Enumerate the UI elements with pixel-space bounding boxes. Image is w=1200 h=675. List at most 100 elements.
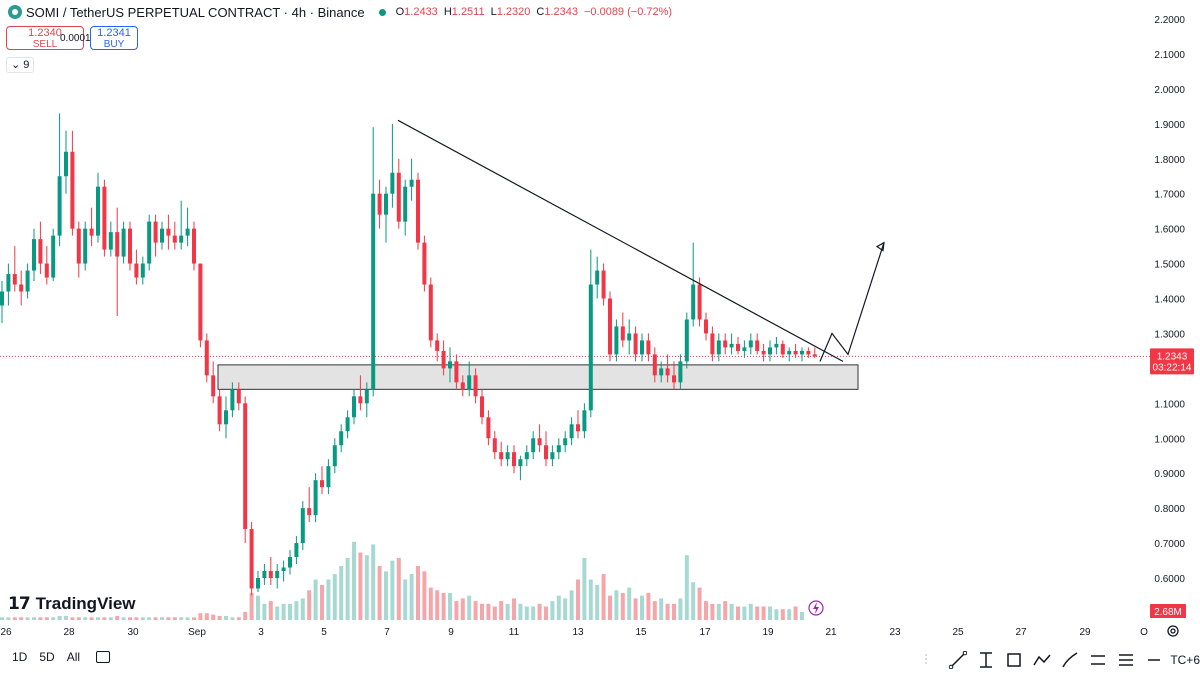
candle (6, 263, 11, 306)
candle (537, 424, 542, 453)
time-axis[interactable]: 26 28 30 Sep 3 5 7 9 11 13 15 17 19 21 23 25 27 29 O (0, 627, 1148, 638)
price-axis[interactable]: 2.2000 2.1000 2.0000 1.9000 1.8000 1.7000 1.60… (1154, 15, 1185, 585)
volume-bar (403, 579, 408, 620)
y-tick-label: 2.0000 (1154, 85, 1185, 96)
candle (25, 263, 30, 299)
volume-bar (614, 590, 619, 620)
calendar-icon[interactable] (96, 651, 111, 663)
settings-gear-icon[interactable] (1166, 624, 1180, 638)
candle (249, 522, 254, 596)
projection-path[interactable] (819, 242, 885, 362)
x-tick-label: 27 (1015, 627, 1027, 638)
y-tick-label: 1.1000 (1154, 399, 1185, 410)
volume-bar (678, 598, 683, 620)
y-tick-label: 1.3000 (1154, 329, 1185, 340)
trendline-icon[interactable] (944, 648, 972, 672)
candle (108, 221, 113, 257)
sell-price: 1.2340 (28, 27, 62, 39)
candle (352, 389, 356, 425)
candle (89, 207, 94, 247)
descending-trendline[interactable] (397, 119, 844, 362)
buy-button[interactable]: 1.2341 BUY (90, 26, 138, 50)
volume-bar (102, 617, 107, 620)
measure-icon[interactable] (1112, 648, 1140, 672)
volume-bar (352, 541, 356, 620)
volume-bar (51, 617, 56, 620)
volume-bar (486, 603, 491, 620)
ohlc-open: O1.2433 (395, 6, 438, 18)
volume-bar (576, 579, 580, 620)
volume-bar (800, 611, 804, 620)
candle (563, 431, 568, 453)
volume-bar (422, 571, 427, 620)
volume-bar (460, 598, 465, 620)
volume-bar (179, 617, 184, 620)
candle (422, 235, 427, 292)
candle (403, 179, 408, 236)
candle (217, 389, 222, 432)
sell-button[interactable]: 1.2340 SELL (6, 26, 84, 50)
text-icon[interactable] (1084, 648, 1112, 672)
projection-arrow-head (875, 241, 885, 252)
candle (262, 564, 267, 585)
timezone-label[interactable]: TC+6 (1170, 653, 1200, 667)
candle (800, 347, 804, 362)
x-tick-label: 3 (258, 627, 264, 638)
buy-price: 1.2341 (97, 27, 131, 39)
x-tick-label: 21 (825, 627, 837, 638)
candlesticks (0, 113, 817, 596)
candle (672, 361, 676, 390)
lightning-icon[interactable] (808, 600, 824, 616)
candle (396, 158, 401, 229)
volume-bar (134, 617, 139, 620)
candle (377, 179, 382, 229)
fib-icon[interactable] (972, 648, 1000, 672)
candle (512, 445, 516, 474)
candle (486, 410, 491, 446)
chevron-down-icon: ⌄ (11, 59, 21, 71)
candle (345, 410, 350, 439)
volume-bar (723, 601, 728, 620)
y-tick-label: 0.9000 (1154, 469, 1185, 480)
volume-bar (691, 582, 696, 620)
volume-bar (345, 557, 350, 620)
brush-icon[interactable] (1056, 648, 1084, 672)
volume-bar (121, 617, 126, 620)
x-tick-label: 25 (952, 627, 964, 638)
volume-bar (492, 606, 497, 620)
candle (204, 333, 209, 383)
candle (211, 361, 216, 404)
candle (742, 340, 747, 358)
volume-bar (288, 603, 292, 620)
candle (153, 214, 158, 257)
volume-bar (748, 603, 753, 620)
volume-bar (198, 613, 203, 620)
crosshair-icon[interactable] (916, 648, 944, 672)
volume-value: 2.68M (1154, 607, 1182, 618)
range-5d[interactable]: 5D (39, 650, 55, 664)
range-1d[interactable]: 1D (12, 650, 28, 664)
last-price-tag: 1.2343 03:22:14 (1150, 348, 1194, 375)
path-icon[interactable] (1028, 648, 1056, 672)
range-all[interactable]: All (66, 650, 81, 664)
candle (646, 333, 651, 362)
volume-bar (185, 617, 190, 620)
candle (256, 571, 260, 592)
volume-bar (224, 615, 228, 620)
rectangle-icon[interactable] (1000, 648, 1028, 672)
brand-name: TradingView (35, 594, 136, 613)
candle (601, 263, 606, 306)
volume-bar (396, 557, 401, 620)
indicator-toggle[interactable]: ⌄ 9 (6, 57, 35, 73)
candle (313, 473, 318, 523)
volume-bar (108, 617, 113, 620)
magnet-icon[interactable] (1140, 648, 1168, 672)
y-tick-label: 1.4000 (1154, 295, 1185, 306)
volume-bar (76, 617, 81, 620)
volume-bar (774, 609, 779, 620)
volume-bar (416, 566, 420, 620)
market-status-icon (378, 8, 386, 16)
symbol-title[interactable]: SOMI / TetherUS PERPETUAL CONTRACT · 4h … (26, 4, 365, 20)
support-zone[interactable] (217, 364, 859, 390)
